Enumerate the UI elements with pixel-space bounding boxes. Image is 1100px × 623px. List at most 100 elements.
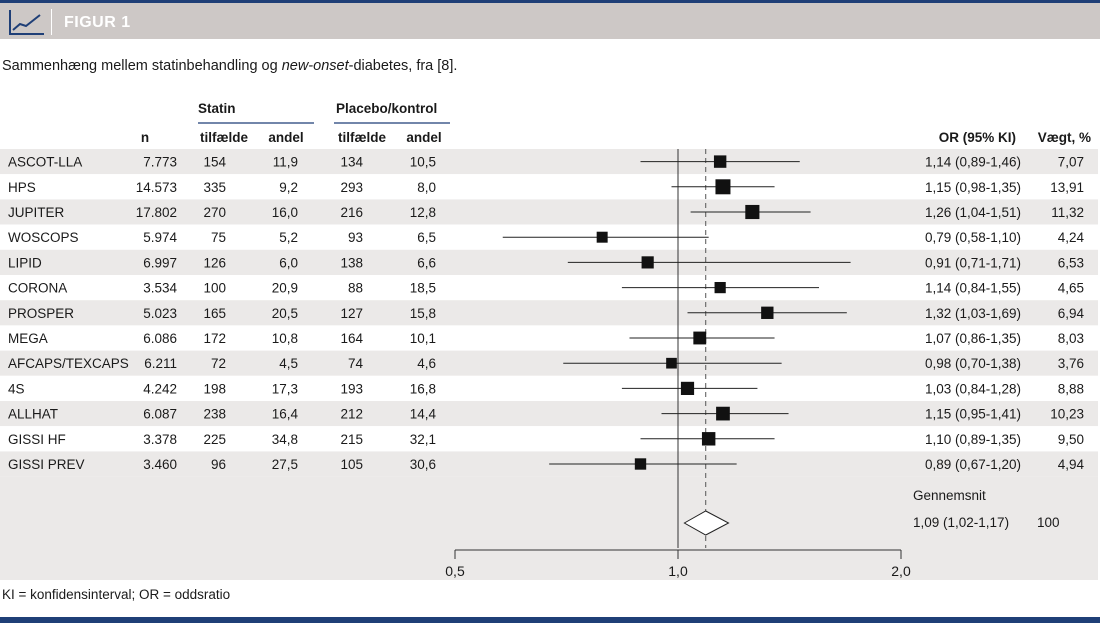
or-ci-text: 1,03 (0,84-1,28) xyxy=(925,381,1021,396)
study-n: 6.997 xyxy=(143,255,177,270)
statin-cases: 335 xyxy=(203,180,226,195)
header-weight: Vægt, % xyxy=(1038,130,1091,145)
pooled-weight-text: 100 xyxy=(1037,515,1060,530)
statin-cases: 225 xyxy=(203,432,226,447)
figure-caption: Sammenhæng mellem statinbehandling og ne… xyxy=(2,58,457,74)
header-statin-cases: tilfælde xyxy=(200,130,248,145)
study-name: 4S xyxy=(8,381,25,396)
weight-text: 11,32 xyxy=(1051,205,1084,220)
placebo-share: 10,1 xyxy=(410,331,436,346)
weight-text: 13,91 xyxy=(1050,180,1084,195)
or-ci-text: 1,32 (1,03-1,69) xyxy=(925,306,1021,321)
or-ci-text: 0,79 (0,58-1,10) xyxy=(925,230,1021,245)
study-n: 6.087 xyxy=(143,407,177,422)
placebo-share: 6,5 xyxy=(417,230,436,245)
statin-share: 9,2 xyxy=(279,180,298,195)
row-background xyxy=(0,174,1098,200)
or-square-marker xyxy=(714,281,726,294)
or-square-marker xyxy=(716,406,730,421)
placebo-cases: 127 xyxy=(340,306,363,321)
bottom-accent-bar xyxy=(0,617,1100,623)
placebo-cases: 88 xyxy=(348,281,363,296)
placebo-share: 4,6 xyxy=(417,356,436,371)
study-name: MEGA xyxy=(8,331,48,346)
header-placebo-group: Placebo/kontrol xyxy=(336,101,437,116)
or-square-marker xyxy=(761,306,774,319)
weight-text: 8,03 xyxy=(1058,331,1084,346)
or-ci-text: 1,15 (0,95-1,41) xyxy=(925,407,1021,422)
statin-cases: 75 xyxy=(211,230,226,245)
placebo-share: 14,4 xyxy=(410,407,437,422)
table-text: Statin Placebo/kontrol n tilfælde andel tilfæ… xyxy=(8,101,1091,579)
statin-share: 17,3 xyxy=(272,381,298,396)
row-background xyxy=(0,325,1098,351)
or-ci-text: 0,91 (0,71-1,71) xyxy=(925,255,1021,270)
or-ci-text: 1,14 (0,89-1,46) xyxy=(925,155,1021,170)
statin-share: 10,8 xyxy=(272,331,298,346)
placebo-cases: 138 xyxy=(340,255,363,270)
study-name: JUPITER xyxy=(8,205,65,220)
weight-text: 6,94 xyxy=(1058,306,1085,321)
footnote: KI = konfidensinterval; OR = oddsratio xyxy=(2,587,231,602)
statin-cases: 238 xyxy=(203,407,226,422)
study-n: 4.242 xyxy=(143,381,177,396)
pooled-or-ci-text: 1,09 (1,02-1,17) xyxy=(913,515,1009,530)
or-square-marker xyxy=(596,231,608,243)
study-n: 5.974 xyxy=(143,230,177,245)
statin-share: 34,8 xyxy=(272,432,298,447)
study-n: 6.211 xyxy=(144,356,177,371)
header-placebo-share: andel xyxy=(406,130,441,145)
or-square-marker xyxy=(634,458,647,470)
statin-cases: 126 xyxy=(203,255,226,270)
study-name: ALLHAT xyxy=(8,407,58,422)
placebo-cases: 93 xyxy=(348,230,363,245)
statin-share: 16,0 xyxy=(272,205,298,220)
or-square-marker xyxy=(641,256,654,269)
placebo-cases: 212 xyxy=(340,407,363,422)
row-background xyxy=(0,275,1098,301)
reference-lines xyxy=(454,149,902,559)
study-n: 3.378 xyxy=(143,432,177,447)
row-background xyxy=(0,149,1098,175)
row-background xyxy=(0,249,1098,275)
study-name: WOSCOPS xyxy=(8,230,79,245)
placebo-cases: 134 xyxy=(340,155,363,170)
statin-cases: 172 xyxy=(203,331,226,346)
placebo-share: 15,8 xyxy=(410,306,436,321)
study-name: PROSPER xyxy=(8,306,74,321)
statin-share: 11,9 xyxy=(273,155,298,170)
placebo-cases: 74 xyxy=(348,356,364,371)
weight-text: 4,94 xyxy=(1058,457,1085,472)
statin-share: 20,9 xyxy=(272,281,298,296)
study-n: 14.573 xyxy=(136,180,177,195)
placebo-share: 18,5 xyxy=(410,281,436,296)
row-background xyxy=(0,199,1098,225)
caption-text-start: Sammenhæng mellem statinbehandling og xyxy=(2,58,282,74)
placebo-cases: 293 xyxy=(340,180,363,195)
line-chart-icon xyxy=(9,10,44,35)
figure-label: FIGUR 1 xyxy=(64,14,131,31)
statin-cases: 165 xyxy=(203,306,226,321)
statin-cases: 270 xyxy=(203,205,226,220)
weight-text: 6,53 xyxy=(1058,255,1084,270)
statin-cases: 72 xyxy=(211,356,226,371)
weight-text: 3,76 xyxy=(1058,356,1084,371)
or-ci-text: 1,07 (0,86-1,35) xyxy=(925,331,1021,346)
statin-share: 5,2 xyxy=(279,230,298,245)
placebo-share: 32,1 xyxy=(410,432,436,447)
weight-text: 7,07 xyxy=(1058,155,1084,170)
study-name: CORONA xyxy=(8,281,67,296)
or-ci-text: 1,10 (0,89-1,35) xyxy=(925,432,1021,447)
statin-cases: 96 xyxy=(211,457,226,472)
x-tick-label: 2,0 xyxy=(891,563,911,579)
header-placebo-cases: tilfælde xyxy=(338,130,386,145)
or-ci-text: 0,98 (0,70-1,38) xyxy=(925,356,1021,371)
x-tick-label: 1,0 xyxy=(668,563,688,579)
study-n: 3.460 xyxy=(143,457,177,472)
statin-cases: 198 xyxy=(203,381,226,396)
or-square-marker xyxy=(713,155,727,168)
or-ci-text: 1,26 (1,04-1,51) xyxy=(925,205,1021,220)
weight-text: 10,23 xyxy=(1050,407,1084,422)
estimate-marks xyxy=(502,155,851,536)
or-square-marker xyxy=(715,179,731,195)
